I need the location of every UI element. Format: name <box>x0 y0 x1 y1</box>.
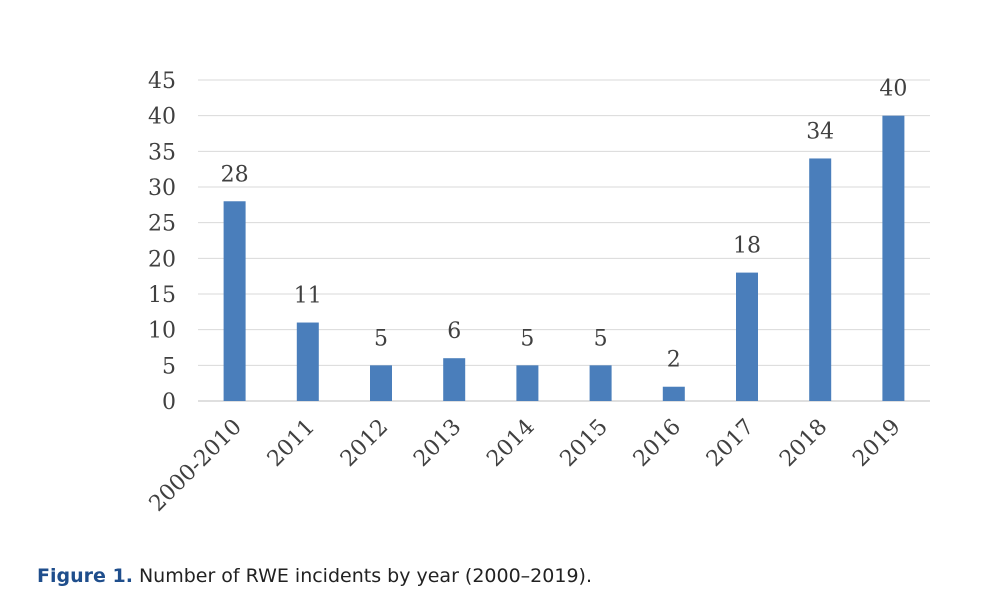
caption-text: Number of RWE incidents by year (2000–20… <box>139 565 592 587</box>
y-tick-label: 35 <box>148 140 176 165</box>
data-label: 5 <box>374 326 388 351</box>
bar <box>589 365 612 401</box>
y-tick-label: 0 <box>162 390 176 415</box>
x-tick-label: 2013 <box>409 415 466 472</box>
data-label: 6 <box>447 319 461 344</box>
bar <box>516 365 539 401</box>
bar <box>443 358 466 401</box>
x-tick-label: 2012 <box>336 415 393 472</box>
x-tick-label: 2015 <box>556 415 613 472</box>
data-label: 40 <box>879 77 907 102</box>
x-tick-label: 2011 <box>263 415 320 472</box>
x-tick-label: 2000-2010 <box>145 415 247 517</box>
bar <box>296 322 319 401</box>
y-tick-label: 40 <box>148 105 176 130</box>
caption: Figure 1. Number of RWE incidents by year… <box>37 565 592 587</box>
bar <box>736 272 758 401</box>
data-label: 5 <box>594 326 608 351</box>
x-tick-label: 2016 <box>629 415 686 472</box>
bar <box>882 115 905 402</box>
y-tick-label: 5 <box>162 354 176 379</box>
x-tick-label: 2014 <box>482 415 539 472</box>
data-label: 18 <box>733 234 761 259</box>
y-tick-label: 25 <box>148 212 176 237</box>
x-tick-label: 2019 <box>848 415 905 472</box>
bar <box>370 365 392 401</box>
x-tick-label: 2018 <box>775 415 832 472</box>
bar <box>223 201 246 401</box>
bar <box>809 158 832 401</box>
caption-label: Figure 1. <box>37 565 133 587</box>
data-label: 5 <box>520 326 534 351</box>
y-tick-label: 30 <box>148 176 176 201</box>
y-tick-label: 10 <box>148 319 176 344</box>
x-tick-label: 2017 <box>702 415 759 472</box>
data-label: 34 <box>806 119 834 144</box>
data-label: 11 <box>294 284 322 309</box>
bar <box>662 386 685 401</box>
data-label: 28 <box>221 162 249 187</box>
y-tick-label: 45 <box>148 69 176 94</box>
y-tick-label: 15 <box>148 283 176 308</box>
y-tick-label: 20 <box>148 247 176 272</box>
data-label: 2 <box>667 348 681 373</box>
